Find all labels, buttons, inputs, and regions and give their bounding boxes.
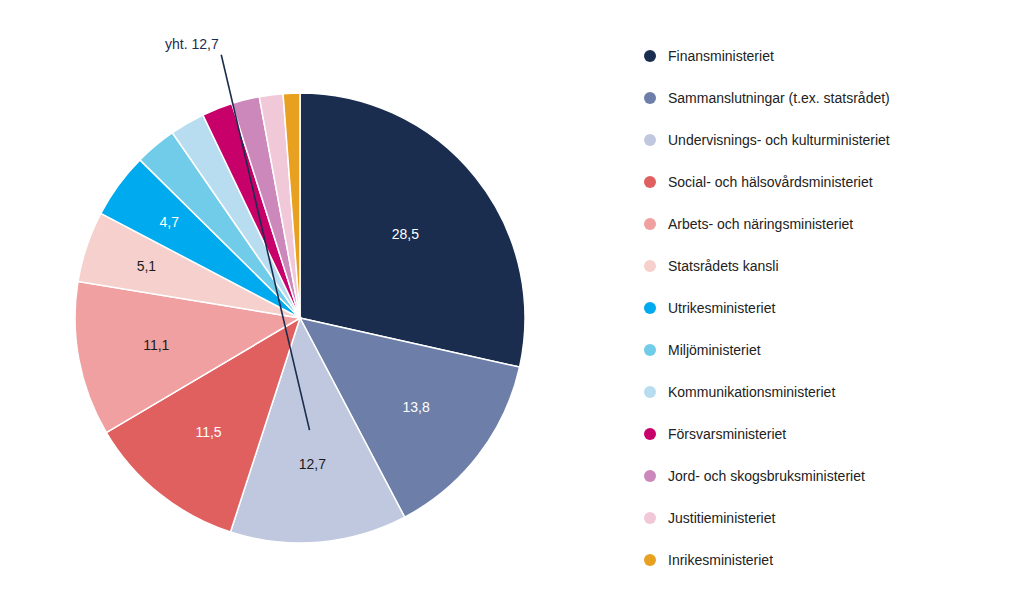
slice-labels: 28,5 13,8 12,7 11,5 11,1 5,1 4,7 [137, 214, 430, 471]
legend-swatch [644, 92, 656, 104]
legend-swatch [644, 386, 656, 398]
legend-entry: Miljöministeriet [668, 342, 761, 358]
data-label: 4,7 [160, 214, 180, 230]
legend-swatch [644, 302, 656, 314]
data-label: 13,8 [402, 399, 429, 415]
data-label: 12,7 [299, 456, 326, 472]
annotation-line [221, 55, 309, 430]
legend-entry: Kommunikationsministeriet [668, 384, 835, 400]
legend-swatch [644, 134, 656, 146]
legend-entry: Statsrådets kansli [668, 258, 779, 274]
data-label: 5,1 [137, 258, 157, 274]
legend-entry: Undervisnings- och kulturministeriet [668, 132, 890, 148]
legend-swatch [644, 428, 656, 440]
pie-slice [283, 93, 300, 318]
slices [75, 93, 525, 543]
legend-swatch [644, 218, 656, 230]
data-label: 28,5 [392, 226, 419, 242]
legend-entry: Arbets- och näringsministeriet [668, 216, 853, 232]
legend-entry: Jord- och skogsbruksministeriet [668, 468, 865, 484]
legend-entry: Social- och hälsovårdsministeriet [668, 174, 873, 190]
legend-entry: Utrikesministeriet [668, 300, 775, 316]
annotation: yht. 12,7 [165, 36, 219, 52]
legend-swatch [644, 176, 656, 188]
chart: 28,5 13,8 12,7 11,5 11,1 5,1 4,7 yht. 12,7 Finan… [0, 0, 1024, 600]
legend-swatch [644, 554, 656, 566]
data-label: 11,5 [195, 424, 221, 440]
legend-entry: Justitieministeriet [668, 510, 775, 526]
legend-swatch [644, 470, 656, 482]
legend-entry: Finansministeriet [668, 48, 774, 64]
legend-swatch [644, 344, 656, 356]
pie-slice [259, 94, 300, 318]
legend-swatch [644, 50, 656, 62]
legend-entry: Inrikesministeriet [668, 552, 773, 568]
data-label: 11,1 [143, 337, 169, 353]
legend-swatch [644, 260, 656, 272]
legend: Finansministeriet Sammanslutningar (t.ex.… [644, 48, 890, 568]
legend-entry: Sammanslutningar (t.ex. statsrådet) [668, 90, 890, 106]
legend-entry: Försvarsministeriet [668, 426, 786, 442]
legend-swatch [644, 512, 656, 524]
